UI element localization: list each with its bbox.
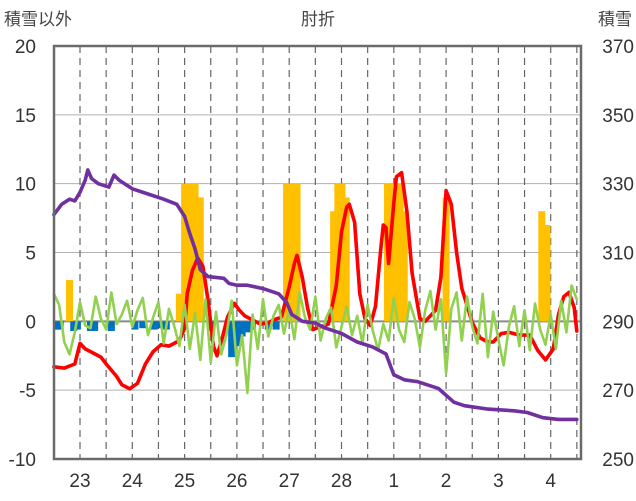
blue-bar	[155, 321, 163, 329]
orange-bar	[66, 280, 74, 322]
red-line	[52, 170, 579, 391]
orange-bar	[442, 197, 450, 322]
line-series	[52, 168, 579, 422]
blue-bar	[234, 321, 242, 347]
gridlines	[54, 46, 581, 459]
blue-bar	[52, 321, 60, 330]
left-tick-label: 0	[25, 312, 36, 333]
blue-bar	[244, 321, 252, 333]
right-tick-label: 350	[602, 106, 634, 127]
left-tick-label: 10	[15, 175, 36, 196]
orange-bar	[543, 224, 551, 322]
right-tick-label: 270	[602, 381, 634, 402]
left-tick-label: 15	[15, 106, 36, 127]
orange-bar	[288, 183, 296, 322]
orange-bar	[338, 183, 346, 322]
blue-bar	[150, 321, 158, 330]
x-tick-label: 24	[122, 471, 144, 492]
orange-bar	[538, 211, 546, 322]
blue-bar	[107, 321, 115, 331]
blue-bar	[131, 321, 139, 330]
orange-bar	[400, 211, 408, 322]
x-tick-label: 23	[69, 471, 90, 492]
right-tick-label: 330	[602, 175, 634, 196]
blue-bar	[264, 321, 272, 330]
x-tick-label: 3	[493, 471, 504, 492]
purple-line	[52, 168, 579, 422]
right-axis-title: 積雪	[598, 10, 632, 30]
x-tick-label: 25	[174, 471, 195, 492]
left-tick-label: 5	[25, 244, 36, 265]
orange-bar	[342, 197, 350, 322]
green-line	[52, 284, 579, 395]
orange-bar	[186, 183, 194, 322]
orange-bar	[181, 183, 189, 322]
x-tick-label: 4	[545, 471, 556, 492]
left-tick-label: -10	[9, 450, 36, 471]
right-tick-label: 370	[602, 37, 634, 58]
blue-bar	[228, 321, 236, 358]
left-tick-label: 20	[15, 37, 36, 58]
blue-bar	[56, 321, 64, 330]
x-tick-label: 26	[226, 471, 247, 492]
orange-bar	[283, 183, 291, 322]
right-tick-label: 250	[602, 450, 634, 471]
blue-bar	[73, 321, 81, 330]
x-tick-label: 1	[389, 471, 400, 492]
blue-bar	[70, 321, 78, 331]
orange-bar	[175, 293, 183, 322]
orange-bar	[388, 183, 396, 322]
orange-bar	[396, 183, 404, 322]
x-tick-label: 2	[441, 471, 452, 492]
left-tick-label: -5	[19, 381, 36, 402]
right-tick-label: 310	[602, 244, 634, 265]
blue-bar	[139, 321, 147, 329]
x-tick-label: 27	[279, 471, 300, 492]
orange-bar	[293, 183, 301, 322]
chart-title: 肘折	[301, 10, 335, 30]
left-axis-title: 積雪以外	[4, 10, 72, 30]
right-tick-label: 290	[602, 312, 634, 333]
blue-bar	[238, 321, 246, 337]
x-tick-label: 28	[331, 471, 352, 492]
blue-bar	[91, 321, 99, 331]
plot-frame	[52, 44, 583, 461]
orange-bar	[330, 211, 338, 322]
blue-bar	[272, 321, 280, 330]
orange-bar	[392, 183, 400, 322]
